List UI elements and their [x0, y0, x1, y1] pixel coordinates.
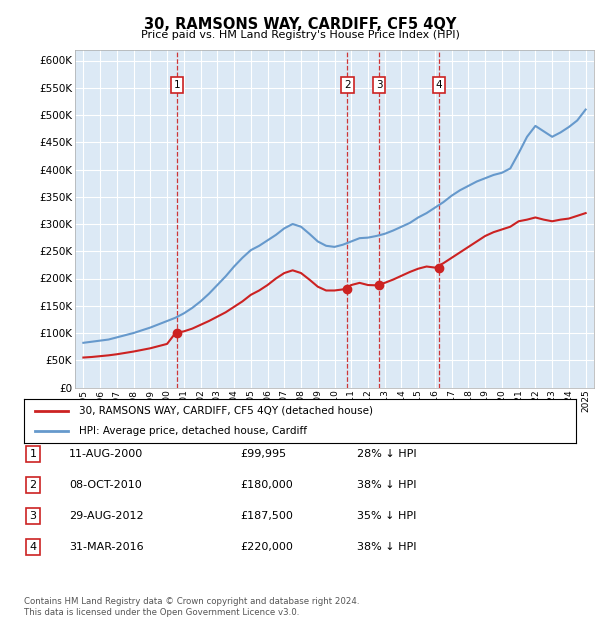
Text: 38% ↓ HPI: 38% ↓ HPI	[357, 480, 416, 490]
Text: 38% ↓ HPI: 38% ↓ HPI	[357, 542, 416, 552]
Text: £220,000: £220,000	[240, 542, 293, 552]
Text: Contains HM Land Registry data © Crown copyright and database right 2024.
This d: Contains HM Land Registry data © Crown c…	[24, 598, 359, 617]
Text: 3: 3	[29, 511, 37, 521]
Text: 30, RAMSONS WAY, CARDIFF, CF5 4QY: 30, RAMSONS WAY, CARDIFF, CF5 4QY	[144, 17, 456, 32]
Text: 4: 4	[29, 542, 37, 552]
Text: 29-AUG-2012: 29-AUG-2012	[69, 511, 143, 521]
Text: 08-OCT-2010: 08-OCT-2010	[69, 480, 142, 490]
Text: 1: 1	[174, 80, 181, 90]
Text: 11-AUG-2000: 11-AUG-2000	[69, 449, 143, 459]
Text: 31-MAR-2016: 31-MAR-2016	[69, 542, 143, 552]
Text: £180,000: £180,000	[240, 480, 293, 490]
Text: Price paid vs. HM Land Registry's House Price Index (HPI): Price paid vs. HM Land Registry's House …	[140, 30, 460, 40]
Text: 35% ↓ HPI: 35% ↓ HPI	[357, 511, 416, 521]
Text: 1: 1	[29, 449, 37, 459]
Text: 28% ↓ HPI: 28% ↓ HPI	[357, 449, 416, 459]
Text: £187,500: £187,500	[240, 511, 293, 521]
Text: 30, RAMSONS WAY, CARDIFF, CF5 4QY (detached house): 30, RAMSONS WAY, CARDIFF, CF5 4QY (detac…	[79, 405, 373, 416]
Text: £99,995: £99,995	[240, 449, 286, 459]
Text: HPI: Average price, detached house, Cardiff: HPI: Average price, detached house, Card…	[79, 426, 307, 436]
Text: 2: 2	[344, 80, 351, 90]
Text: 4: 4	[436, 80, 442, 90]
Text: 3: 3	[376, 80, 382, 90]
Text: 2: 2	[29, 480, 37, 490]
